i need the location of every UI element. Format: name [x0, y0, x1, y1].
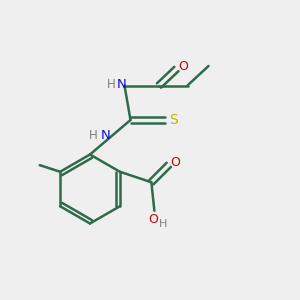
Text: H: H	[89, 129, 98, 142]
Text: O: O	[170, 156, 180, 169]
Text: H: H	[159, 219, 168, 229]
Text: S: S	[169, 113, 178, 127]
Text: N: N	[101, 129, 111, 142]
Text: H: H	[106, 77, 116, 91]
Text: O: O	[178, 60, 188, 73]
Text: O: O	[148, 213, 158, 226]
Text: N: N	[117, 77, 126, 91]
